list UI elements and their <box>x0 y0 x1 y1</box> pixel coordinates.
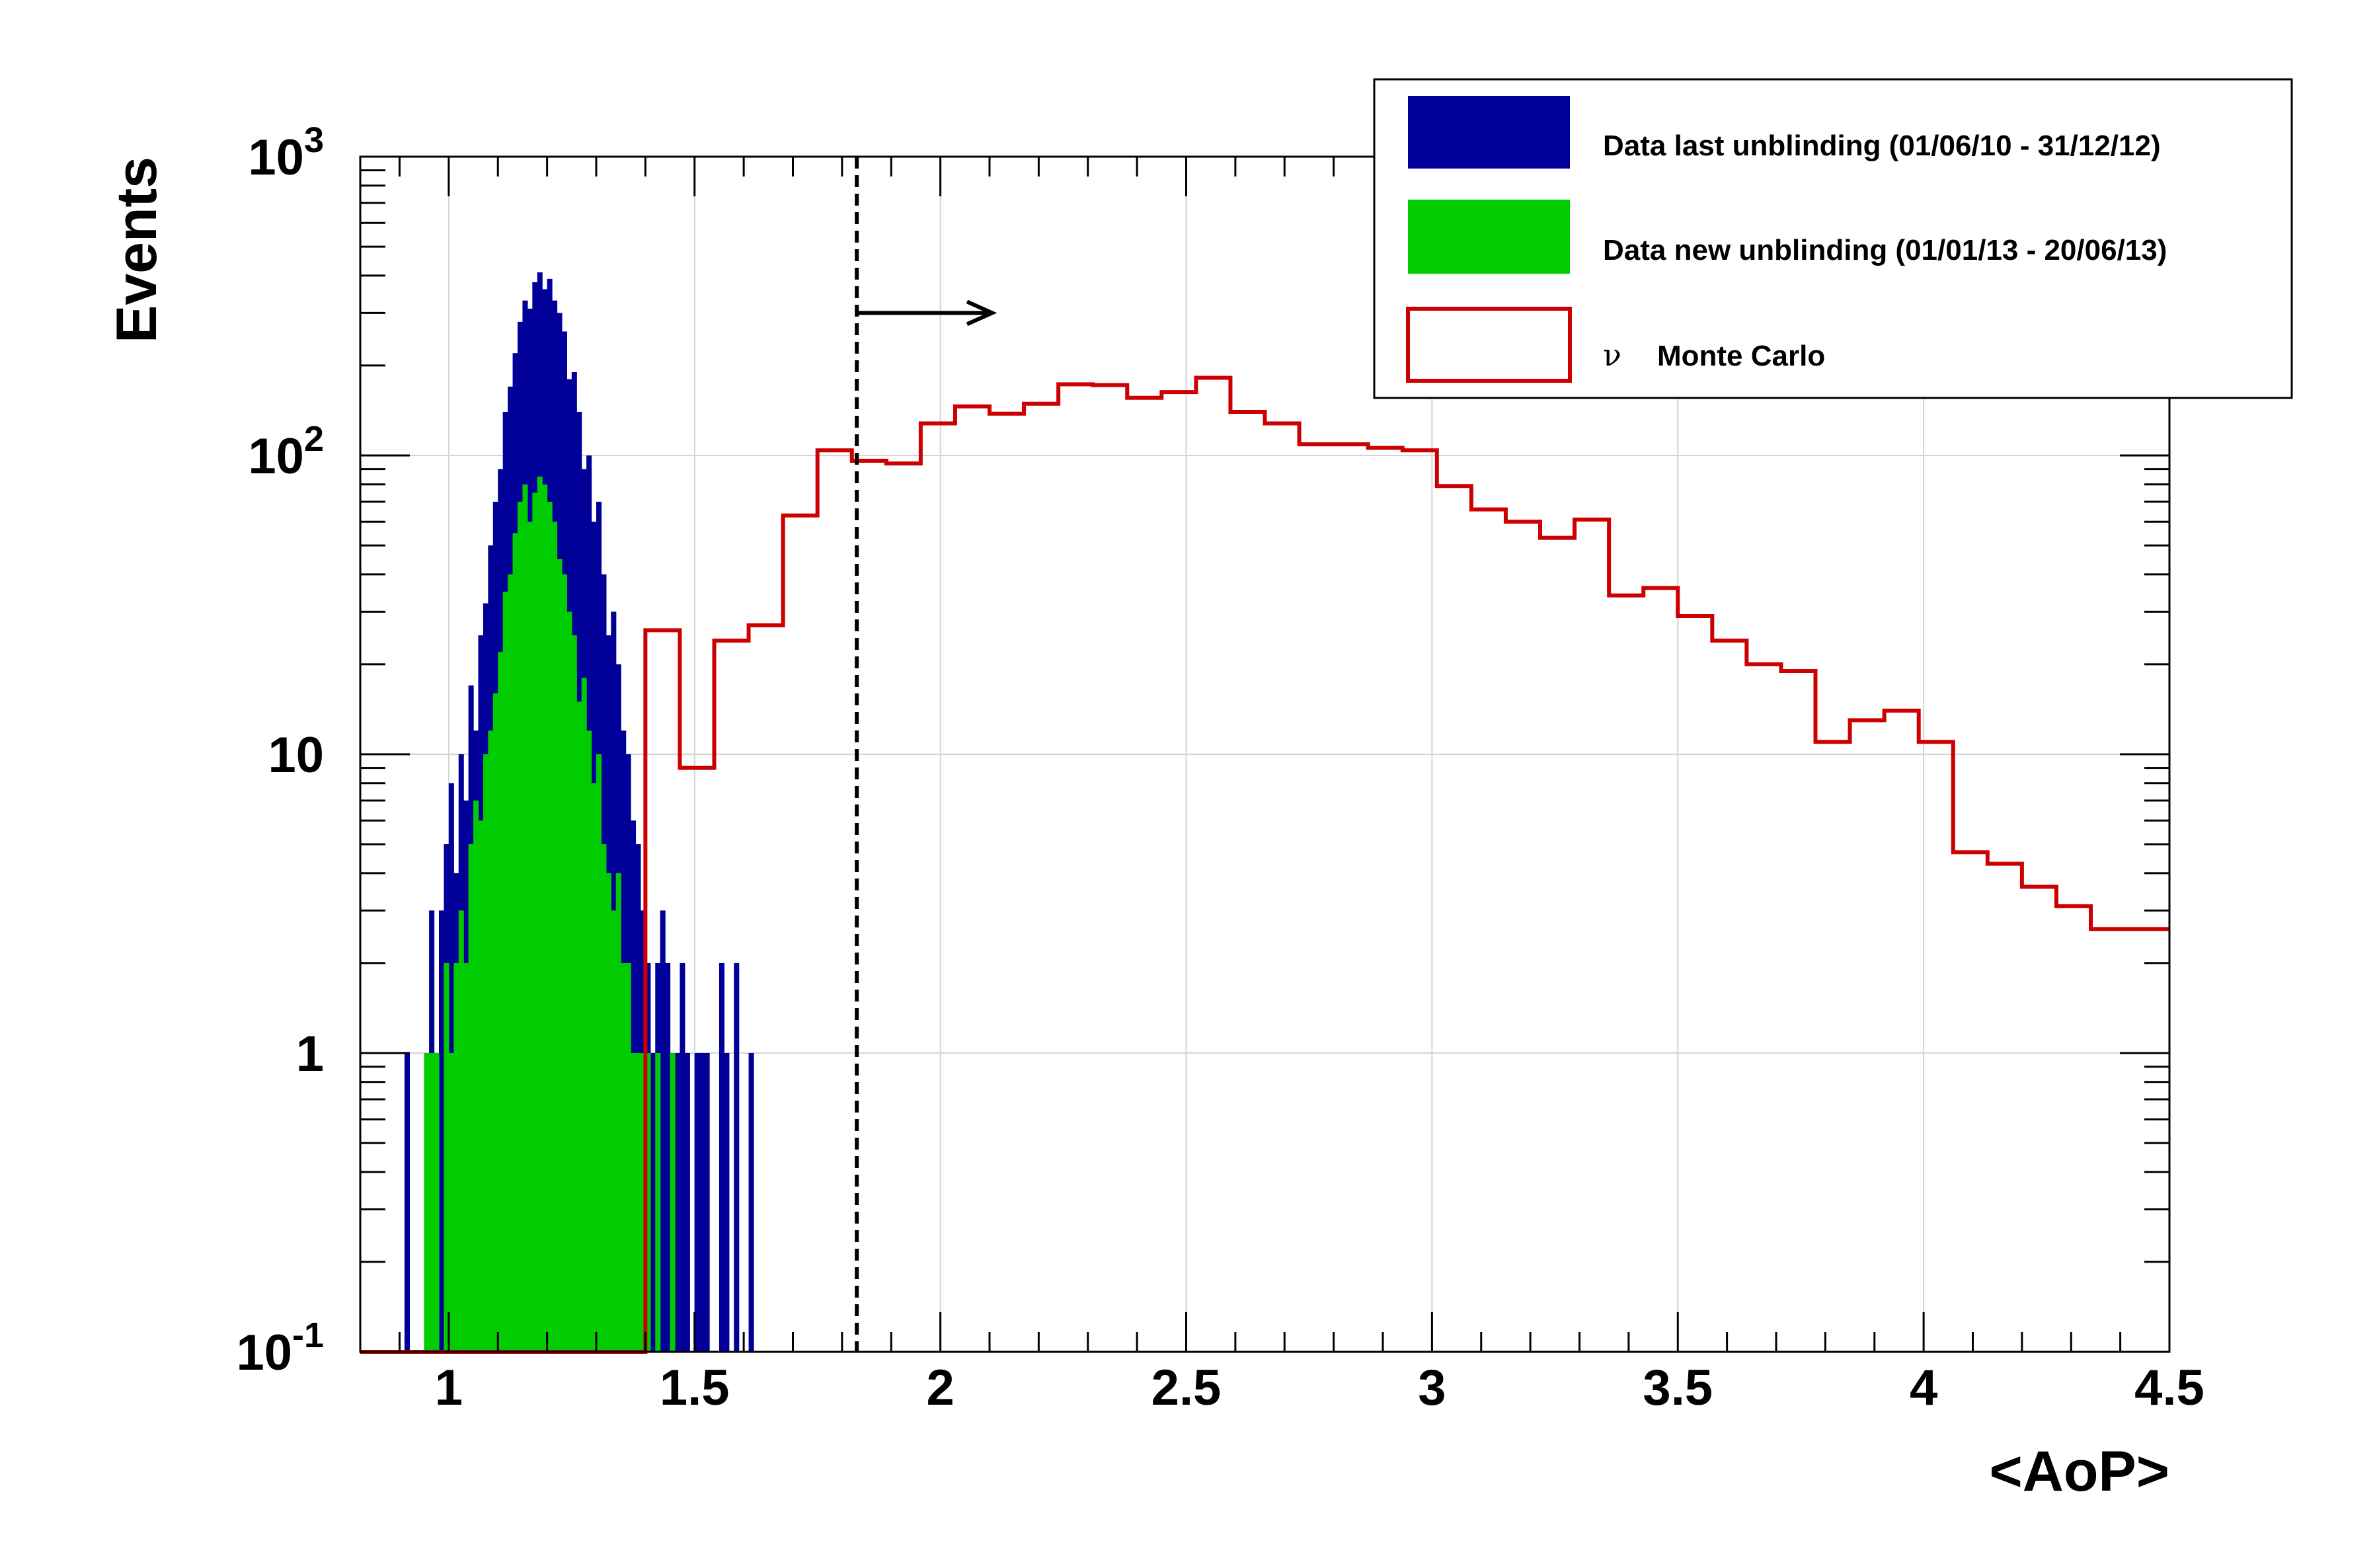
histogram-bar <box>680 962 685 1352</box>
histogram-bar <box>512 533 518 1352</box>
histogram-bar <box>611 910 617 1352</box>
monte-carlo-step-line <box>360 375 2169 1354</box>
legend-label-new-unblinding: Data new unblinding (01/01/13 - 20/06/13… <box>1603 234 2167 266</box>
legend-swatch-monte-carlo <box>1406 307 1572 383</box>
series-new-unblinding <box>424 476 676 1352</box>
histogram-bar <box>453 962 459 1352</box>
histogram-bar <box>532 492 538 1352</box>
histogram-bar <box>561 574 567 1352</box>
axis-ticks <box>360 157 2171 1353</box>
histogram-bar <box>650 1053 656 1352</box>
y-tick-label: 103 <box>248 120 324 186</box>
histogram-bar <box>724 1053 730 1352</box>
histogram-bar <box>498 652 504 1352</box>
x-tick-label: 1.5 <box>660 1360 730 1416</box>
histogram-bar <box>586 730 592 1352</box>
histogram-bar <box>655 1053 661 1352</box>
histogram-bar <box>571 635 577 1352</box>
histogram-bar <box>625 962 631 1352</box>
histogram-bar <box>566 611 572 1352</box>
legend-swatch-last-unblinding <box>1408 96 1570 169</box>
x-axis-label: <AoP> <box>1990 1440 2169 1503</box>
x-tick-label: 1 <box>435 1360 463 1416</box>
histogram-bar <box>429 1053 435 1352</box>
x-tick-label: 4 <box>1910 1360 1937 1416</box>
histogram-bar <box>522 484 528 1352</box>
histogram-bar <box>557 559 563 1352</box>
x-tick-label: 3 <box>1418 1360 1446 1416</box>
histogram-bar <box>601 844 607 1352</box>
histogram-bar <box>483 754 488 1352</box>
histogram-bar <box>631 1053 637 1352</box>
histogram-bar <box>458 910 464 1352</box>
legend-label-monte-carlo: Monte Carlo <box>1657 340 1825 372</box>
histogram-bar <box>581 678 587 1352</box>
legend-label-last-unblinding: Data last unblinding (01/06/10 - 31/12/1… <box>1603 130 2161 162</box>
histogram-bar <box>694 1053 700 1352</box>
histogram-bar <box>670 1053 676 1352</box>
histogram-bar <box>404 1053 410 1352</box>
histogram-bar <box>684 1053 690 1352</box>
histogram-bar <box>448 1053 454 1352</box>
histogram-bar <box>439 910 445 1352</box>
monte-carlo-layer <box>360 375 2169 1354</box>
x-tick-label: 4.5 <box>2134 1360 2204 1416</box>
histogram-bar <box>576 701 582 1352</box>
histogram-bar <box>615 873 621 1352</box>
cut-marker <box>855 157 997 1352</box>
histogram-bar <box>463 962 469 1352</box>
histogram-bar <box>527 522 533 1352</box>
histogram-bar <box>547 502 553 1352</box>
histogram-bar <box>645 1053 651 1352</box>
histogram-bar <box>635 1053 641 1352</box>
histogram-bar <box>591 783 597 1352</box>
histogram-bar <box>488 730 494 1352</box>
cut-arrow-head <box>966 299 997 327</box>
y-tick-label: 10-1 <box>236 1315 324 1381</box>
histogram-bar <box>665 962 671 1352</box>
y-tick-label: 102 <box>248 419 324 485</box>
histogram-bar <box>508 574 514 1352</box>
histogram-bar <box>478 820 484 1352</box>
y-tick-label: 10 <box>268 727 324 783</box>
histogram-bar <box>468 844 474 1352</box>
histogram-bar <box>492 693 498 1352</box>
histogram-bar <box>719 962 724 1352</box>
histogram-bar <box>605 873 611 1352</box>
histogram-bar <box>444 962 449 1352</box>
histogram-bar <box>424 1053 430 1352</box>
x-tick-label: 2.5 <box>1151 1360 1222 1416</box>
legend-swatch-new-unblinding <box>1408 200 1570 274</box>
histogram-bar <box>675 1053 681 1352</box>
histogram-bar <box>699 1053 705 1352</box>
histogram-bar <box>621 962 627 1352</box>
histogram-bar <box>542 484 548 1352</box>
histogram-bar <box>596 754 602 1352</box>
y-tick-label: 1 <box>296 1026 324 1082</box>
histogram-bar <box>748 1053 754 1352</box>
histogram-bar <box>434 1053 440 1352</box>
histogram-bar <box>704 1053 710 1352</box>
series-layer <box>404 272 754 1352</box>
histogram-bar <box>660 910 666 1352</box>
legend-nu-symbol: ν <box>1603 337 1621 373</box>
tick-labels: 1 1.5 2 2.5 3 3.5 4 4.5 10-1 1 10 102 103 <box>236 120 2204 1416</box>
histogram-bar <box>640 1053 646 1352</box>
y-axis-label: Events <box>105 157 169 343</box>
histogram-bar <box>502 592 508 1352</box>
histogram-bar <box>734 962 740 1352</box>
x-tick-label: 2 <box>926 1360 954 1416</box>
histogram-bar <box>552 522 558 1352</box>
legend: Data last unblinding (01/06/10 - 31/12/1… <box>1373 78 2293 399</box>
histogram-bar <box>537 476 543 1352</box>
histogram-bar <box>473 801 479 1352</box>
x-tick-label: 3.5 <box>1643 1360 1713 1416</box>
histogram-bar <box>518 502 524 1352</box>
